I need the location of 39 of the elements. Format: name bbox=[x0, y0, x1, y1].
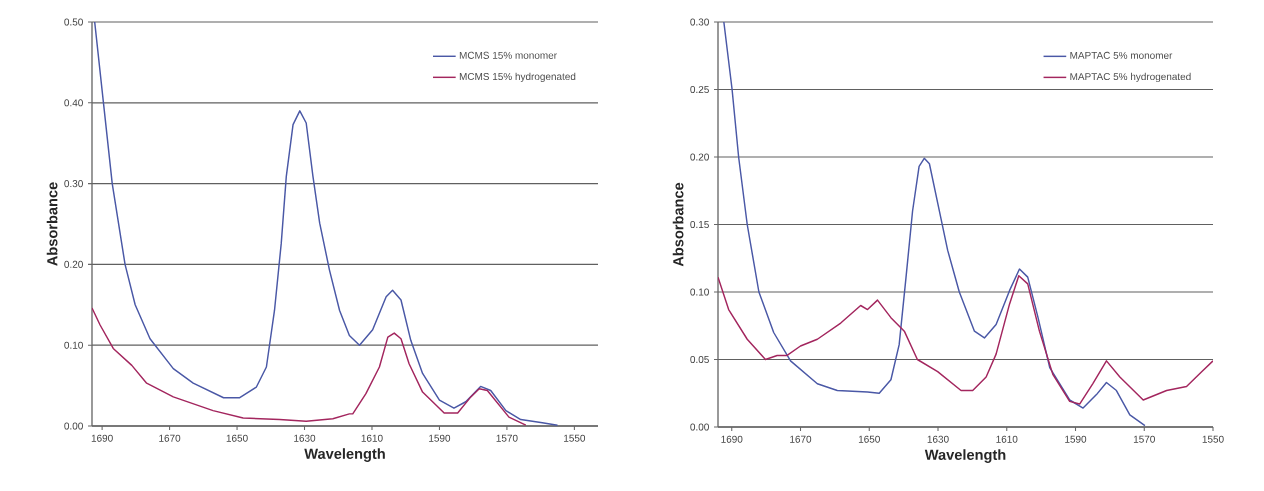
x-tick-label: 1690 bbox=[91, 434, 113, 442]
y-tick-label: 0.20 bbox=[690, 153, 709, 161]
x-axis-title: Wavelength bbox=[304, 448, 385, 462]
y-tick-label: 0.00 bbox=[64, 422, 83, 430]
x-tick-label: 1650 bbox=[226, 434, 248, 442]
y-tick-label: 0.10 bbox=[64, 341, 83, 349]
x-tick-label: 1670 bbox=[159, 434, 181, 442]
y-tick-label: 0.40 bbox=[64, 99, 83, 107]
y-tick-label: 0.30 bbox=[64, 180, 83, 188]
legend-label: MAPTAC 5% monomer bbox=[1070, 51, 1173, 59]
legend-label: MCMS 15% hydrogenated bbox=[459, 72, 576, 83]
x-axis-title: Wavelength bbox=[924, 449, 1006, 463]
y-tick-label: 0.10 bbox=[690, 288, 709, 296]
x-tick-label: 1650 bbox=[858, 435, 880, 443]
y-tick-label: 0.05 bbox=[690, 355, 709, 364]
y-axis-title: Absorbance bbox=[46, 182, 58, 266]
y-tick-label: 0.20 bbox=[64, 260, 83, 268]
y-tick-label: 0.00 bbox=[690, 423, 709, 431]
x-tick-label: 1630 bbox=[294, 434, 316, 442]
x-tick-label: 1590 bbox=[429, 434, 451, 442]
x-tick-label: 1590 bbox=[1065, 435, 1087, 443]
x-tick-label: 1610 bbox=[361, 434, 383, 442]
x-tick-label: 1570 bbox=[1133, 435, 1155, 443]
x-tick-label: 1570 bbox=[496, 434, 518, 442]
line-series bbox=[718, 275, 1214, 405]
x-tick-label: 1550 bbox=[564, 434, 586, 442]
line-series bbox=[91, 307, 527, 426]
x-tick-label: 1610 bbox=[996, 435, 1018, 443]
legend-label: MCMS 15% monomer bbox=[459, 51, 557, 59]
y-axis-title: Absorbance bbox=[672, 182, 684, 267]
y-tick-label: 0.50 bbox=[64, 18, 83, 26]
y-tick-label: 0.15 bbox=[690, 220, 709, 229]
x-tick-label: 1550 bbox=[1202, 435, 1224, 443]
y-tick-label: 0.30 bbox=[690, 18, 709, 26]
x-tick-label: 1670 bbox=[790, 435, 812, 443]
x-tick-label: 1690 bbox=[721, 435, 743, 443]
y-tick-label: 0.25 bbox=[690, 85, 709, 94]
legend-label: MAPTAC 5% hydrogenated bbox=[1070, 72, 1191, 83]
x-tick-label: 1630 bbox=[927, 435, 949, 443]
